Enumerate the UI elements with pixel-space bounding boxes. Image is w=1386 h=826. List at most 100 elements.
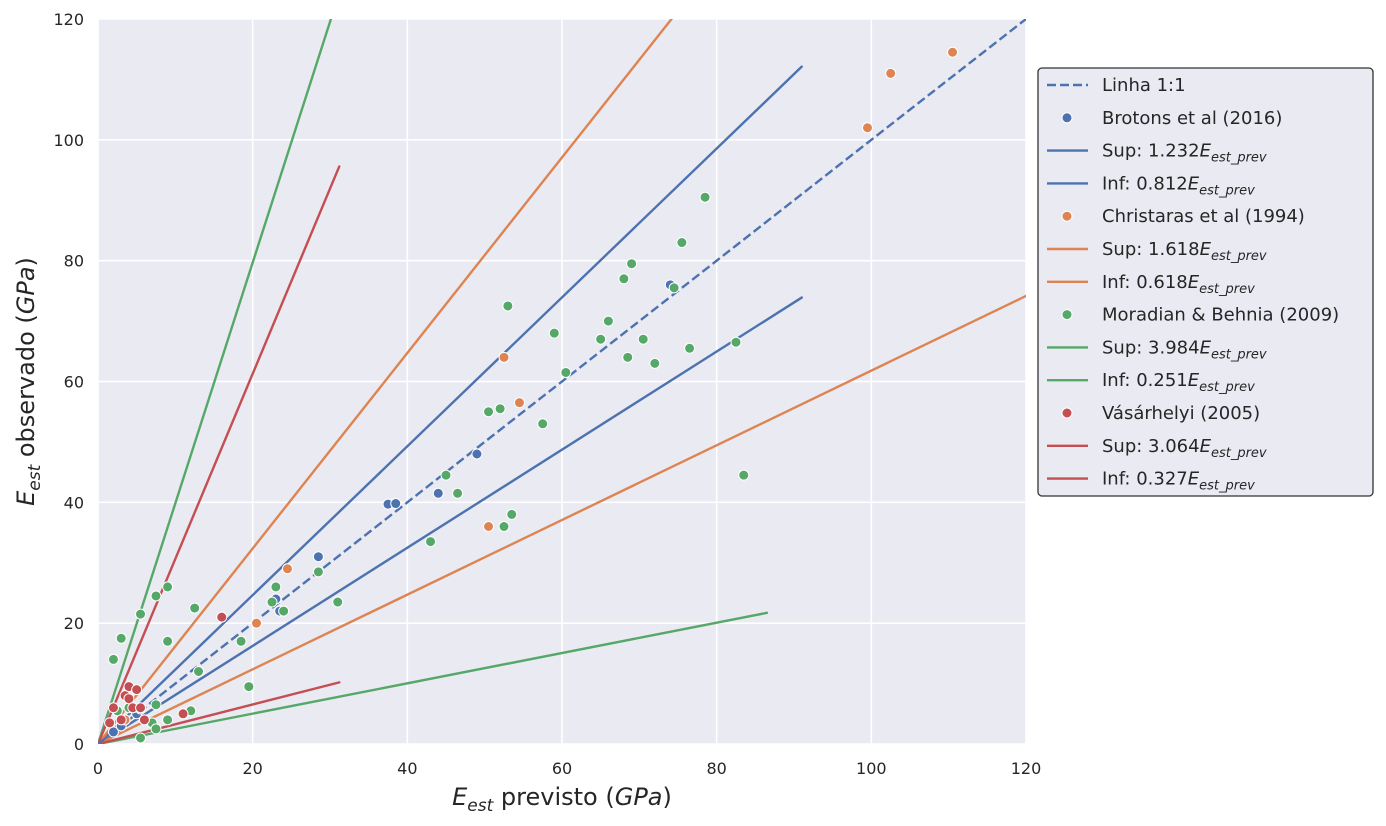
data-point	[537, 418, 549, 430]
data-point	[618, 273, 630, 285]
data-point	[193, 666, 205, 677]
data-point	[270, 581, 282, 593]
data-point	[602, 315, 614, 327]
data-point	[432, 487, 444, 499]
data-point	[312, 566, 324, 578]
y-axis-title: Eest observado (GPa)	[12, 257, 45, 506]
data-point	[216, 611, 228, 623]
data-point	[699, 191, 711, 203]
data-point	[498, 351, 510, 363]
x-tick-label: 0	[93, 759, 103, 778]
legend-marker	[1061, 407, 1073, 419]
data-point	[150, 723, 162, 735]
data-point	[135, 608, 147, 620]
data-point	[390, 498, 402, 510]
data-point	[560, 366, 572, 378]
data-point	[251, 617, 263, 629]
data-point	[189, 602, 201, 614]
y-tick-label: 20	[64, 614, 84, 633]
data-point	[235, 635, 247, 647]
data-point	[440, 469, 452, 481]
data-point	[502, 300, 514, 312]
data-point	[104, 717, 116, 729]
bound-line	[98, 611, 769, 744]
data-point	[266, 596, 278, 608]
legend: Linha 1:1 Brotons et al (2016) Sup: 1.232E…	[1037, 67, 1374, 497]
bound-line	[98, 65, 803, 744]
data-point	[471, 448, 483, 460]
data-point	[668, 282, 680, 294]
y-tick-label: 60	[64, 373, 84, 392]
x-tick-label: 80	[706, 759, 726, 778]
data-point	[278, 605, 290, 617]
data-point	[162, 714, 174, 726]
legend-box	[1037, 67, 1374, 497]
data-point	[513, 397, 525, 409]
legend-marker	[1061, 112, 1073, 124]
legend-label: Brotons et al (2016)	[1102, 108, 1282, 129]
data-point	[150, 699, 162, 711]
bound-line	[98, 296, 803, 744]
data-point	[107, 702, 119, 714]
x-tick-label: 100	[856, 759, 887, 778]
x-tick-label: 60	[552, 759, 572, 778]
data-point	[595, 333, 607, 345]
data-point	[684, 342, 696, 354]
legend-label: Sup: 3.984Eest_prev	[1102, 337, 1267, 362]
legend-label: Sup: 1.618Eest_prev	[1102, 239, 1267, 264]
data-point	[452, 487, 464, 499]
data-point	[281, 563, 293, 575]
legend-label: Inf: 0.812Eest_prev	[1102, 173, 1255, 198]
data-point	[425, 536, 437, 548]
legend-label: Inf: 0.327Eest_prev	[1102, 469, 1255, 494]
y-tick-label: 80	[64, 252, 84, 271]
data-point	[738, 469, 750, 481]
data-point	[162, 635, 174, 647]
data-point	[861, 122, 873, 134]
data-point	[107, 653, 119, 665]
legend-label: Inf: 0.618Eest_prev	[1102, 272, 1255, 297]
legend-label: Inf: 0.251Eest_prev	[1102, 370, 1255, 395]
data-point	[150, 590, 162, 602]
data-point	[649, 357, 661, 369]
data-point	[123, 693, 135, 705]
data-point	[107, 726, 119, 738]
bound-line	[98, 19, 333, 744]
legend-label: Christaras et al (1994)	[1102, 206, 1305, 227]
x-tick-label: 120	[1011, 759, 1042, 778]
data-point	[312, 551, 324, 563]
data-point	[548, 327, 560, 339]
data-point	[115, 632, 127, 644]
data-point	[135, 732, 147, 744]
bound-line	[98, 165, 341, 744]
data-point	[637, 333, 649, 345]
data-point	[177, 708, 189, 720]
y-tick-label: 100	[53, 131, 84, 150]
data-points	[104, 46, 959, 744]
data-point	[243, 681, 255, 693]
data-point	[131, 684, 143, 696]
data-point	[162, 581, 174, 593]
y-tick-label: 0	[74, 735, 84, 754]
bound-line	[98, 19, 674, 744]
legend-label: Sup: 3.064Eest_prev	[1102, 436, 1267, 461]
y-tick-label: 120	[53, 10, 84, 29]
bound-line	[98, 294, 1026, 744]
y-tick-labels: 0 20 40 60 80 100 120	[53, 10, 84, 754]
data-point	[885, 67, 897, 79]
data-point	[676, 237, 688, 249]
data-point	[730, 336, 742, 348]
legend-marker	[1061, 210, 1073, 222]
legend-label: Vásárhelyi (2005)	[1102, 403, 1260, 424]
data-point	[332, 596, 344, 608]
legend-label: Sup: 1.232Eest_prev	[1102, 141, 1267, 166]
x-tick-label: 40	[397, 759, 417, 778]
legend-marker	[1061, 309, 1073, 321]
x-axis-title: Eest previsto (GPa)	[452, 783, 672, 816]
data-point	[498, 521, 510, 532]
data-point	[115, 714, 127, 726]
legend-label: Linha 1:1	[1102, 75, 1186, 96]
x-tick-label: 20	[242, 759, 262, 778]
data-point	[483, 521, 495, 532]
